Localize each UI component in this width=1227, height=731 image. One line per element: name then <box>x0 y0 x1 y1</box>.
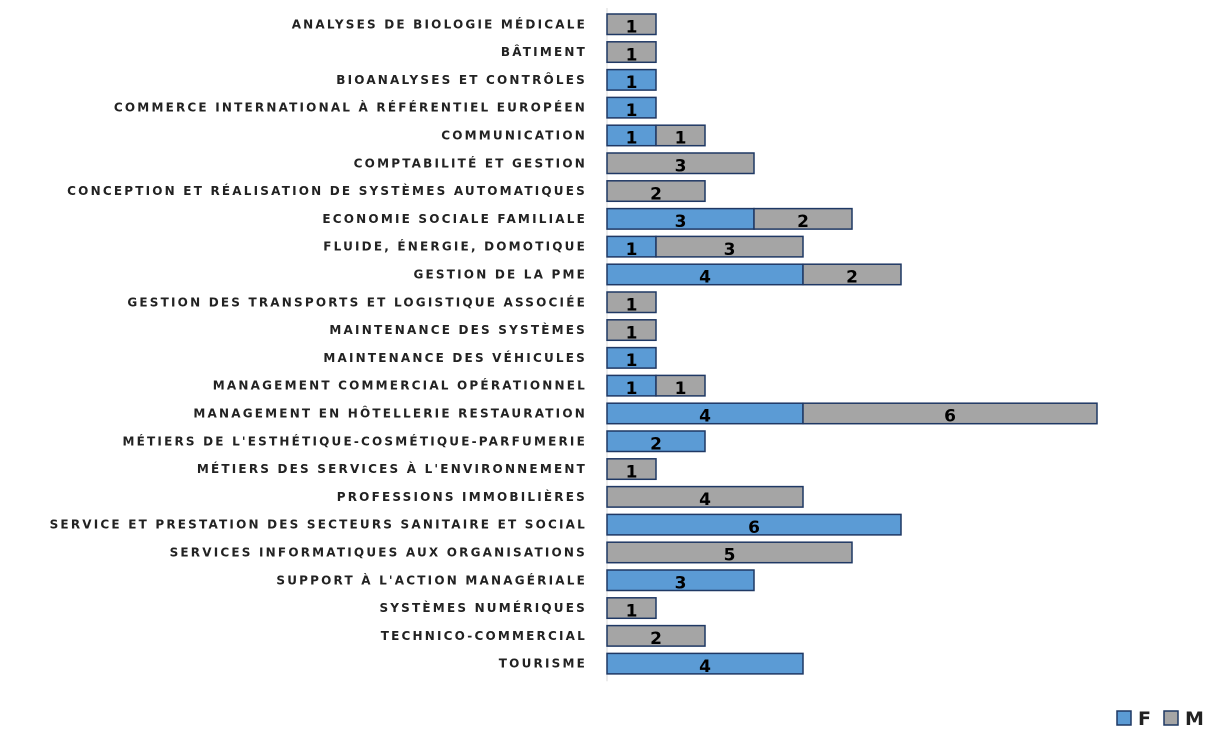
legend-swatch-f <box>1116 710 1132 726</box>
bar-m-analyses-de-biologie-medicale <box>606 13 657 36</box>
value-label-f-fluide-energie-domotique: 1 <box>626 240 638 260</box>
value-label-f-support-a-l-action-manageriale: 3 <box>675 574 687 594</box>
category-label-metiers-de-l-esthetique-cosmetique-parfumerie: MÉTIERS DE L'ESTHÉTIQUE-COSMÉTIQUE-PARFU… <box>122 433 587 448</box>
bar-m-management-commercial-operationnel <box>655 374 706 397</box>
bar-m-economie-sociale-familiale <box>753 207 853 230</box>
category-label-service-et-prestation-des-secteurs-sanitaire-et-social: SERVICE ET PRESTATION DES SECTEURS SANIT… <box>50 518 587 532</box>
value-label-f-gestion-de-la-pme: 4 <box>699 268 711 288</box>
category-label-systemes-numeriques: SYSTÈMES NUMÉRIQUES <box>379 600 587 615</box>
bar-m-technico-commercial <box>606 624 706 647</box>
value-label-m-management-commercial-operationnel: 1 <box>675 379 687 399</box>
bar-m-conception-et-realisation-de-systemes-automatiques <box>606 180 706 203</box>
value-label-f-management-en-hotellerie-restauration: 4 <box>699 407 711 427</box>
bar-f-commerce-international-a-referentiel-europeen <box>606 96 657 119</box>
value-label-m-gestion-de-la-pme: 2 <box>846 268 858 288</box>
category-label-communication: COMMUNICATION <box>441 128 587 142</box>
category-label-support-a-l-action-manageriale: SUPPORT À L'ACTION MANAGÉRIALE <box>276 572 587 587</box>
value-label-f-metiers-de-l-esthetique-cosmetique-parfumerie: 2 <box>650 435 662 455</box>
bar-m-batiment <box>606 41 657 64</box>
bar-f-support-a-l-action-manageriale <box>606 569 755 592</box>
value-label-m-batiment: 1 <box>626 45 638 65</box>
bar-f-service-et-prestation-des-secteurs-sanitaire-et-social <box>606 513 902 536</box>
category-label-management-en-hotellerie-restauration: MANAGEMENT EN HÔTELLERIE RESTAURATION <box>193 405 587 420</box>
bar-m-services-informatiques-aux-organisations <box>606 541 853 564</box>
bar-m-professions-immobilieres <box>606 485 804 508</box>
category-label-maintenance-des-systemes: MAINTENANCE DES SYSTÈMES <box>329 322 587 337</box>
bar-m-maintenance-des-systemes <box>606 319 657 342</box>
value-label-m-comptabilite-et-gestion: 3 <box>675 157 687 177</box>
value-label-f-commerce-international-a-referentiel-europeen: 1 <box>626 101 638 121</box>
category-label-batiment: BÂTIMENT <box>501 44 587 59</box>
bar-m-systemes-numeriques <box>606 597 657 620</box>
bar-m-metiers-des-services-a-l-environnement <box>606 458 657 481</box>
value-label-m-fluide-energie-domotique: 3 <box>724 240 736 260</box>
category-label-maintenance-des-vehicules: MAINTENANCE DES VÉHICULES <box>323 350 587 365</box>
category-label-management-commercial-operationnel: MANAGEMENT COMMERCIAL OPÉRATIONNEL <box>213 378 587 393</box>
value-label-f-bioanalyses-et-controles: 1 <box>626 73 638 93</box>
category-labels: ANALYSES DE BIOLOGIE MÉDICALE BÂTIMENT BIO… <box>50 16 587 671</box>
legend-label-m: M <box>1185 708 1204 730</box>
category-label-metiers-des-services-a-l-environnement: MÉTIERS DES SERVICES À L'ENVIRONNEMENT <box>197 461 587 476</box>
category-label-comptabilite-et-gestion: COMPTABILITÉ ET GESTION <box>354 155 587 170</box>
bar-f-tourisme <box>606 652 804 675</box>
value-label-f-management-commercial-operationnel: 1 <box>626 379 638 399</box>
bar-m-fluide-energie-domotique <box>655 235 804 258</box>
category-label-tourisme: TOURISME <box>499 657 587 671</box>
value-label-f-tourisme: 4 <box>699 657 711 677</box>
category-label-commerce-international-a-referentiel-europeen: COMMERCE INTERNATIONAL À RÉFÉRENTIEL EUR… <box>114 100 587 115</box>
value-label-m-metiers-des-services-a-l-environnement: 1 <box>626 462 638 482</box>
value-label-m-systemes-numeriques: 1 <box>626 601 638 621</box>
category-label-professions-immobilieres: PROFESSIONS IMMOBILIÈRES <box>337 489 587 504</box>
bar-f-metiers-de-l-esthetique-cosmetique-parfumerie <box>606 430 706 453</box>
category-label-services-informatiques-aux-organisations: SERVICES INFORMATIQUES AUX ORGANISATIONS <box>170 545 587 559</box>
value-label-m-conception-et-realisation-de-systemes-automatiques: 2 <box>650 184 662 204</box>
bar-m-gestion-de-la-pme <box>802 263 902 286</box>
legend-label-f: F <box>1138 708 1151 730</box>
value-label-f-communication: 1 <box>626 129 638 149</box>
value-label-m-communication: 1 <box>675 129 687 149</box>
value-label-m-technico-commercial: 2 <box>650 629 662 649</box>
bar-f-bioanalyses-et-controles <box>606 68 657 91</box>
bar-m-comptabilite-et-gestion <box>606 152 755 175</box>
legend-swatch-m <box>1163 710 1179 726</box>
value-label-m-maintenance-des-systemes: 1 <box>626 323 638 343</box>
legend: F M <box>1116 708 1204 730</box>
category-label-economie-sociale-familiale: ECONOMIE SOCIALE FAMILIALE <box>322 212 587 226</box>
bar-m-communication <box>655 124 706 147</box>
value-label-f-economie-sociale-familiale: 3 <box>675 212 687 232</box>
category-label-gestion-des-transports-et-logistique-associee: GESTION DES TRANSPORTS ET LOGISTIQUE ASS… <box>127 294 587 309</box>
value-label-m-economie-sociale-familiale: 2 <box>797 212 809 232</box>
category-label-technico-commercial: TECHNICO-COMMERCIAL <box>381 629 587 643</box>
value-label-m-gestion-des-transports-et-logistique-associee: 1 <box>626 296 638 316</box>
value-label-m-management-en-hotellerie-restauration: 6 <box>944 407 956 427</box>
value-label-m-analyses-de-biologie-medicale: 1 <box>626 18 638 38</box>
bar-m-management-en-hotellerie-restauration <box>802 402 1098 425</box>
bar-m-gestion-des-transports-et-logistique-associee <box>606 291 657 314</box>
value-label-m-services-informatiques-aux-organisations: 5 <box>724 546 736 566</box>
category-label-gestion-de-la-pme: GESTION DE LA PME <box>413 267 587 281</box>
bar-segments <box>606 13 1098 675</box>
category-label-analyses-de-biologie-medicale: ANALYSES DE BIOLOGIE MÉDICALE <box>292 16 587 31</box>
value-label-f-service-et-prestation-des-secteurs-sanitaire-et-social: 6 <box>748 518 760 538</box>
category-label-bioanalyses-et-controles: BIOANALYSES ET CONTRÔLES <box>336 72 587 87</box>
category-label-conception-et-realisation-de-systemes-automatiques: CONCEPTION ET RÉALISATION DE SYSTÈMES AU… <box>67 183 587 198</box>
value-label-f-maintenance-des-vehicules: 1 <box>626 351 638 371</box>
value-label-m-professions-immobilieres: 4 <box>699 490 711 510</box>
category-label-fluide-energie-domotique: FLUIDE, ÉNERGIE, DOMOTIQUE <box>323 239 587 254</box>
bar-f-maintenance-des-vehicules <box>606 346 657 369</box>
